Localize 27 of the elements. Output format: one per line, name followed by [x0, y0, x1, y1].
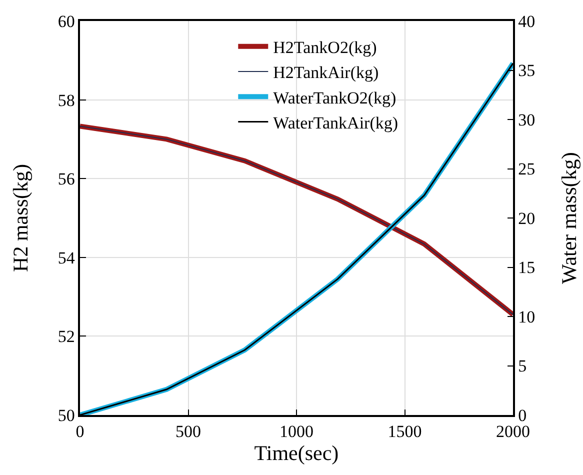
legend-label: H2TankAir(kg): [273, 63, 379, 82]
y2-tick-label: 20: [518, 208, 536, 228]
y2-tick-label: 5: [518, 356, 527, 376]
x-tick-label: 2000: [496, 422, 530, 442]
y2-tick-label: 0: [518, 406, 527, 425]
x-tick-label: 1000: [280, 422, 314, 442]
y2-tick-label: 35: [518, 61, 536, 80]
x-tick-label: 500: [176, 422, 201, 442]
y2-tick-label: 40: [518, 12, 536, 31]
y-tick-label: 56: [58, 170, 75, 189]
y-tick-label: 54: [58, 248, 76, 268]
y2-axis-title: Water mass(kg): [557, 152, 581, 284]
legend-label: H2TankO2(kg): [273, 38, 377, 58]
y-axis-title: H2 mass(kg): [8, 164, 32, 272]
y-tick-label: 60: [58, 12, 75, 31]
y2-tick-label: 25: [518, 160, 536, 179]
legend-label: WaterTankO2(kg): [273, 88, 396, 108]
y-tick-label: 58: [58, 90, 75, 110]
x-tick-label: 1500: [388, 422, 422, 442]
x-axis-title: Time(sec): [254, 441, 339, 466]
y-tick-label: 50: [58, 406, 75, 425]
y2-tick-label: 10: [518, 307, 536, 326]
x-tick-label: 0: [76, 422, 84, 442]
legend-label: WaterTankAir(kg): [273, 113, 398, 132]
y2-tick-label: 30: [518, 110, 536, 130]
y2-tick-label: 15: [518, 258, 536, 278]
y-tick-label: 52: [58, 327, 75, 346]
